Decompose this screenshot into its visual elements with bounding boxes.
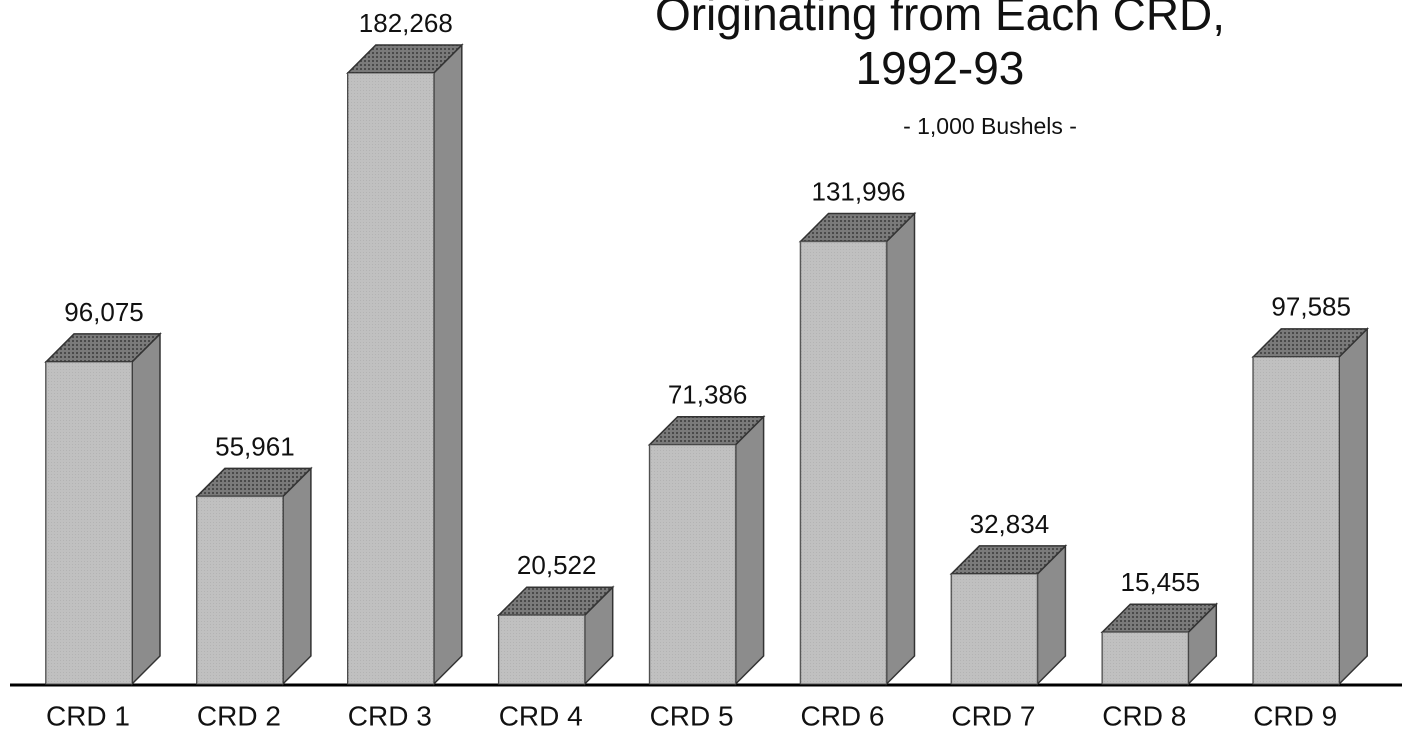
- bar-texture: [951, 573, 1038, 684]
- bar: [496, 585, 615, 686]
- x-tick-label: CRD 9: [1253, 700, 1337, 731]
- value-label: 97,585: [1271, 292, 1351, 322]
- bar: [44, 332, 162, 686]
- value-label: 96,075: [64, 297, 144, 327]
- bar-side: [131, 332, 161, 686]
- x-tick-label: CRD 7: [951, 700, 1035, 731]
- x-tick-label: CRD 3: [348, 700, 432, 731]
- x-tick-label: CRD 8: [1102, 700, 1186, 731]
- bar-texture: [800, 241, 887, 684]
- chart-subtitle: - 1,000 Bushels -: [903, 113, 1077, 139]
- bar-side: [1338, 327, 1368, 686]
- x-tick-label: CRD 2: [197, 700, 281, 731]
- value-label: 55,961: [215, 431, 295, 461]
- bar-side: [734, 414, 765, 686]
- bar-texture: [196, 496, 283, 684]
- bar-texture: [498, 615, 585, 684]
- bar: [195, 466, 313, 686]
- value-label: 71,386: [668, 380, 748, 410]
- value-label: 182,268: [359, 8, 453, 38]
- x-tick-label: CRD 6: [800, 700, 884, 731]
- bar: [647, 414, 766, 686]
- chart-title: Originating from Each CRD,: [655, 0, 1225, 40]
- chart-title: 1992-93: [856, 42, 1025, 94]
- bar: [1251, 327, 1370, 686]
- bar: [949, 544, 1068, 686]
- value-label: 131,996: [812, 176, 906, 206]
- bar: [345, 43, 464, 686]
- x-tick-label: CRD 5: [650, 700, 734, 731]
- value-label: 32,834: [970, 509, 1050, 539]
- bar-texture: [649, 444, 736, 684]
- value-label: 20,522: [517, 550, 597, 580]
- x-tick-label: CRD 4: [499, 700, 583, 731]
- bar-texture: [46, 361, 132, 684]
- bar-side: [282, 466, 312, 686]
- bar-texture: [1253, 356, 1340, 684]
- x-tick-label: CRD 1: [46, 700, 130, 731]
- bar-texture: [347, 73, 434, 684]
- value-label: 15,455: [1121, 567, 1201, 597]
- bar-side: [433, 43, 463, 686]
- bar: [798, 211, 917, 686]
- bar-side: [885, 211, 916, 686]
- bar: [1100, 602, 1219, 686]
- bar-texture: [1102, 632, 1189, 684]
